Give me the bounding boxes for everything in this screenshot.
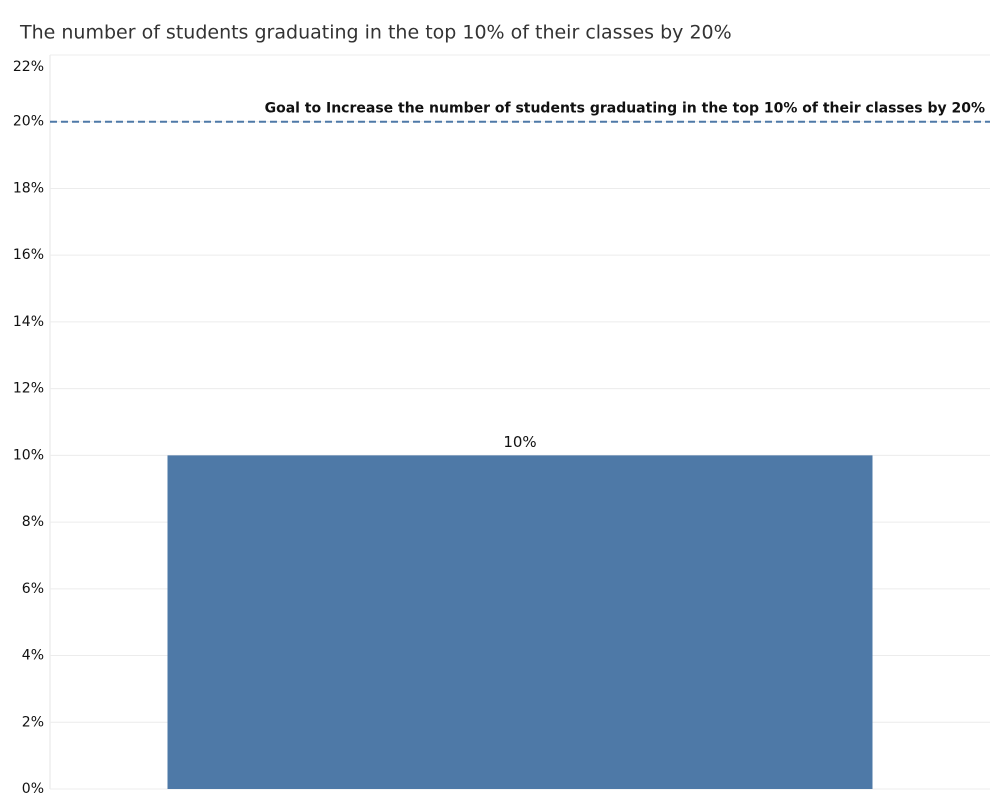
y-tick-label: 8%: [22, 514, 44, 530]
y-tick-label: 10%: [13, 447, 44, 463]
y-tick-label: 12%: [13, 381, 44, 397]
y-tick-label: 22%: [13, 59, 44, 75]
value-label: 10%: [503, 433, 536, 451]
reference-label: Goal to Increase the number of students …: [265, 101, 985, 117]
bar: [167, 455, 873, 789]
y-tick-label: 16%: [13, 247, 44, 263]
y-tick-label: 2%: [22, 714, 44, 730]
y-tick-label: 18%: [13, 180, 44, 196]
y-tick-label: 4%: [22, 648, 44, 664]
chart-title: The number of students graduating in the…: [19, 22, 732, 44]
y-tick-label: 6%: [22, 581, 44, 597]
y-tick-label: 14%: [13, 314, 44, 330]
y-tick-label: 0%: [22, 781, 44, 797]
y-tick-label: 20%: [13, 114, 44, 130]
